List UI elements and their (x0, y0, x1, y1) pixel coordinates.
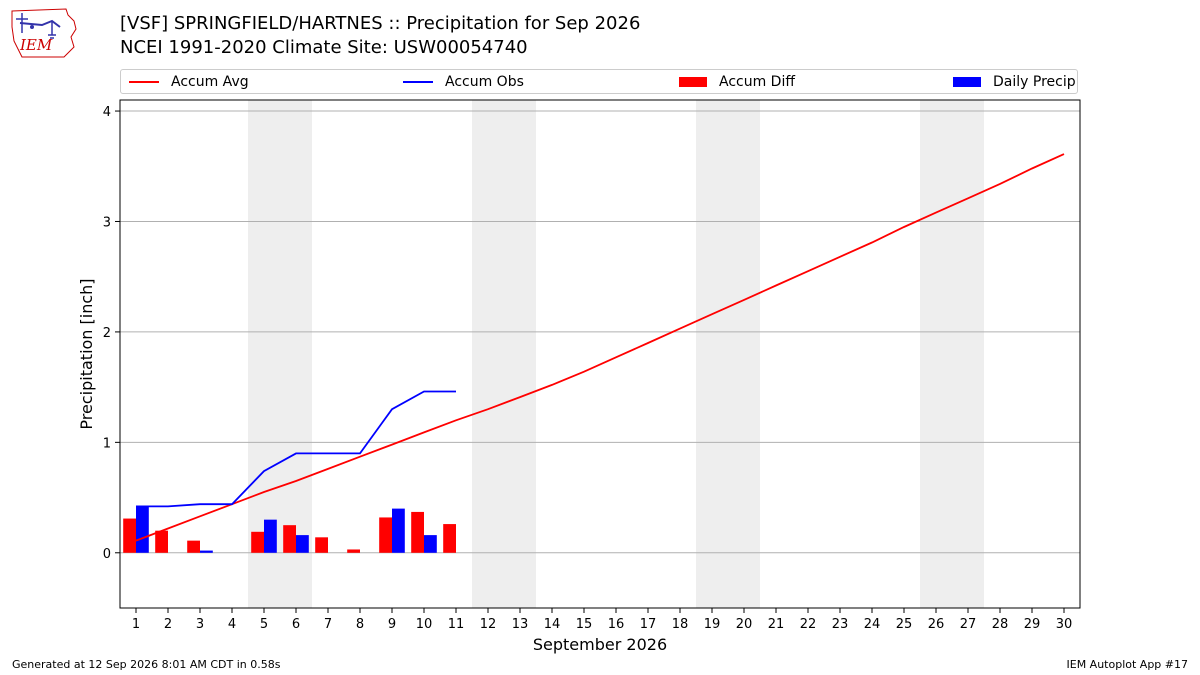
y-tick-label-1: 1 (103, 436, 111, 451)
x-tick-label-21: 21 (768, 617, 785, 632)
accum-avg-line (135, 153, 1065, 542)
logo-text: IEM (19, 36, 53, 54)
x-axis-label: September 2026 (533, 635, 667, 654)
legend-swatch-accum-diff (679, 77, 707, 87)
y-tick-label-0: 0 (103, 547, 111, 562)
y-tick-label-3: 3 (103, 215, 111, 230)
legend-swatch-accum-avg (129, 81, 159, 83)
legend-label-accum-diff: Accum Diff (719, 74, 796, 90)
accum-obs-line (136, 390, 456, 508)
x-tick-label-3: 3 (196, 617, 204, 632)
x-tick-label-5: 5 (260, 617, 268, 632)
weekend-shade-day-19 (696, 100, 728, 608)
x-tick-label-30: 30 (1056, 617, 1073, 632)
horizontal-gridlines (120, 110, 1080, 554)
generated-timestamp: Generated at 12 Sep 2026 8:01 AM CDT in … (12, 658, 281, 671)
y-tick-label-4: 4 (103, 105, 111, 120)
legend-item-accum-obs: Accum Obs (403, 73, 524, 91)
x-tick-label-1: 1 (132, 617, 140, 632)
daily-precip-bar-day-9 (392, 508, 405, 553)
x-tick-label-29: 29 (1024, 617, 1041, 632)
accum-diff-bar-day-3 (187, 540, 200, 553)
x-tick-label-27: 27 (960, 617, 977, 632)
accum-diff-bar-day-8 (347, 549, 360, 553)
weekend-shade-day-13 (504, 100, 536, 608)
x-tick-label-26: 26 (928, 617, 945, 632)
daily-precip-bar-day-5 (264, 519, 277, 553)
legend-swatch-daily-precip (953, 77, 981, 87)
x-tick-label-14: 14 (544, 617, 561, 632)
chart-title: [VSF] SPRINGFIELD/HARTNES :: Precipitati… (120, 13, 641, 34)
daily-precip-bar-day-1 (136, 506, 149, 553)
x-tick-label-9: 9 (388, 617, 396, 632)
x-tick-label-8: 8 (356, 617, 364, 632)
legend-item-accum-diff: Accum Diff (679, 73, 795, 91)
iem-logo: IEM (11, 8, 77, 58)
weekend-shade-day-27 (952, 100, 984, 608)
weekend-shade-day-6 (280, 100, 312, 608)
accum-diff-bar-day-1 (123, 518, 136, 553)
x-tick-label-15: 15 (576, 617, 593, 632)
x-tick-label-22: 22 (800, 617, 817, 632)
accum-diff-bar-day-7 (315, 537, 328, 553)
x-tick-label-11: 11 (448, 617, 465, 632)
legend-label-accum-obs: Accum Obs (445, 74, 524, 90)
x-tick-label-2: 2 (164, 617, 172, 632)
plot-frame (119, 99, 1081, 609)
weekend-shade-day-20 (728, 100, 760, 608)
accum-diff-bar-day-11 (443, 524, 456, 553)
daily-precip-bar-day-3 (200, 550, 213, 553)
x-tick-label-17: 17 (640, 617, 657, 632)
x-tick-label-25: 25 (896, 617, 913, 632)
x-tick-label-19: 19 (704, 617, 721, 632)
y-axis-ticks: 0 1 2 3 4 (103, 105, 120, 562)
x-tick-label-13: 13 (512, 617, 529, 632)
x-tick-label-12: 12 (480, 617, 497, 632)
accum-diff-bar-day-2 (155, 530, 168, 553)
x-tick-label-20: 20 (736, 617, 753, 632)
bar-series (123, 506, 456, 553)
x-tick-label-7: 7 (324, 617, 332, 632)
accum-diff-bar-day-6 (283, 525, 296, 553)
accum-diff-bar-day-5 (251, 531, 264, 553)
weekend-shade-day-12 (472, 100, 504, 608)
chart-legend: Accum Avg Accum Obs Accum Diff Daily Pre… (120, 69, 1078, 94)
daily-precip-bar-day-10 (424, 535, 437, 553)
x-tick-label-16: 16 (608, 617, 625, 632)
y-tick-label-2: 2 (103, 326, 111, 341)
x-tick-label-24: 24 (864, 617, 881, 632)
x-tick-label-6: 6 (292, 617, 300, 632)
line-series (135, 153, 1065, 542)
x-tick-label-28: 28 (992, 617, 1009, 632)
legend-swatch-accum-obs (403, 81, 433, 83)
legend-label-daily-precip: Daily Precip (993, 74, 1076, 90)
legend-label-accum-avg: Accum Avg (171, 74, 249, 90)
legend-item-accum-avg: Accum Avg (129, 73, 249, 91)
x-tick-label-18: 18 (672, 617, 689, 632)
app-credit: IEM Autoplot App #17 (1066, 658, 1189, 671)
weekend-shading (248, 100, 984, 608)
chart-titles: [VSF] SPRINGFIELD/HARTNES :: Precipitati… (120, 12, 640, 60)
accum-diff-bar-day-9 (379, 517, 392, 553)
x-tick-label-4: 4 (228, 617, 236, 632)
y-axis-label: Precipitation [inch] (77, 278, 96, 429)
x-axis-ticks: 1 2 3 4 5 6 7 8 9 10 11 12 13 14 15 16 17 18 19 20 21 22 23 24 2… (132, 608, 1072, 632)
x-tick-label-10: 10 (416, 617, 433, 632)
legend-item-daily-precip: Daily Precip (953, 73, 1076, 91)
x-tick-label-23: 23 (832, 617, 849, 632)
chart-subtitle: NCEI 1991-2020 Climate Site: USW00054740 (120, 37, 528, 58)
daily-precip-bar-day-6 (296, 535, 309, 553)
weekend-shade-day-26 (920, 100, 952, 608)
accum-diff-bar-day-10 (411, 511, 424, 553)
